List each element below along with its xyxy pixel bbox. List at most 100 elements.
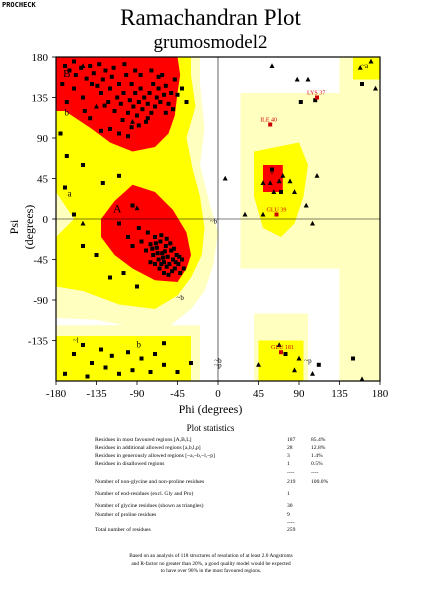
residue-point bbox=[64, 100, 69, 104]
glycine-point bbox=[134, 205, 140, 211]
residue-point bbox=[139, 239, 144, 244]
residue-point bbox=[162, 249, 167, 254]
residue-point bbox=[99, 347, 103, 352]
glycine-point bbox=[296, 355, 302, 361]
residue-point bbox=[109, 74, 114, 79]
region-additional bbox=[353, 57, 380, 80]
stats-percent: 0.5% bbox=[311, 461, 323, 467]
residue-point bbox=[147, 91, 152, 95]
chart-subtitle: grumosmodel2 bbox=[153, 32, 268, 53]
glycine-point bbox=[260, 180, 266, 185]
footnote-line: and R-factor no greater than 20%, a good… bbox=[131, 560, 291, 567]
stats-separator: ---- ---- bbox=[95, 470, 355, 478]
residue-point bbox=[168, 241, 173, 246]
residue-point bbox=[162, 92, 166, 97]
residue-point bbox=[63, 371, 67, 376]
glycine-point bbox=[222, 175, 228, 181]
x-tick-label: 135 bbox=[331, 388, 348, 400]
residue-point bbox=[72, 86, 76, 91]
stats-value: 187 bbox=[287, 437, 296, 443]
residue-point bbox=[72, 212, 76, 217]
residue-point bbox=[173, 260, 178, 265]
y-tick-label: 90 bbox=[37, 133, 49, 145]
stats-row: Residues in disallowed regions 1 0.5% bbox=[95, 461, 355, 469]
residue-point bbox=[360, 82, 364, 86]
axes-layer: -180 -135 -90 -45 0 45 90 135 180 180 135 90 45 0 -45 -… bbox=[28, 52, 389, 400]
residue-point bbox=[73, 73, 78, 77]
region-letter: l bbox=[271, 166, 274, 176]
glycine-point bbox=[94, 103, 99, 109]
residue-point bbox=[97, 62, 102, 67]
residue-point bbox=[138, 86, 143, 91]
stats-row: Residues in additional allowed regions [… bbox=[95, 445, 355, 453]
residue-point bbox=[156, 86, 161, 91]
residue-point bbox=[135, 284, 139, 289]
residue-point bbox=[133, 68, 138, 73]
footnote-line: to have over 90% in the most favoured re… bbox=[160, 568, 262, 575]
glycine-point bbox=[294, 76, 300, 82]
glycine-point bbox=[242, 211, 248, 217]
stats-separator-value: ---- bbox=[287, 470, 295, 476]
residue-point bbox=[144, 248, 148, 253]
stats-value: 30 bbox=[287, 503, 293, 509]
residue-point bbox=[135, 113, 139, 118]
residue-point bbox=[145, 101, 150, 106]
points-layer bbox=[58, 58, 378, 382]
residue-point bbox=[109, 353, 114, 358]
residue-point bbox=[120, 118, 125, 122]
residue-point bbox=[316, 362, 321, 367]
stats-row: Number of glycine residues (shown as tri… bbox=[95, 503, 355, 511]
x-tick-label: -180 bbox=[46, 388, 67, 400]
glycine-point bbox=[287, 178, 293, 184]
outlier-point bbox=[268, 122, 273, 127]
residue-point bbox=[126, 134, 130, 139]
residue-point bbox=[121, 91, 126, 95]
residue-point bbox=[63, 185, 67, 190]
residue-point bbox=[156, 257, 161, 262]
glycine-point bbox=[292, 189, 297, 194]
stats-label: Number of end-residues (excl. Gly and Pr… bbox=[95, 491, 194, 497]
residue-point bbox=[162, 260, 166, 265]
residue-point bbox=[153, 241, 158, 246]
residue-point bbox=[126, 110, 130, 115]
residue-point bbox=[164, 236, 169, 241]
residue-point bbox=[153, 352, 157, 356]
residue-point bbox=[102, 103, 107, 108]
stats-row: Number of proline residues 9 bbox=[95, 512, 355, 520]
residue-point bbox=[154, 245, 159, 250]
residue-point bbox=[117, 221, 121, 226]
residue-point bbox=[166, 272, 171, 277]
residue-point bbox=[100, 77, 105, 82]
residue-point bbox=[72, 352, 76, 356]
residue-point bbox=[176, 262, 181, 266]
stats-label: Number of non-glycine and non-proline re… bbox=[95, 479, 205, 485]
region-favoured bbox=[263, 165, 283, 192]
glycine-point bbox=[292, 367, 297, 373]
residue-point bbox=[103, 68, 108, 73]
residue-point bbox=[117, 131, 121, 136]
stats-label: Residues in generously allowed regions [… bbox=[95, 453, 215, 459]
residue-point bbox=[126, 350, 130, 355]
residue-point bbox=[112, 109, 117, 113]
residue-point bbox=[169, 91, 174, 95]
x-tick-label: -45 bbox=[170, 388, 185, 400]
residue-point bbox=[138, 73, 143, 77]
glycine-point bbox=[276, 178, 282, 184]
glycine-point bbox=[368, 58, 374, 64]
residue-point bbox=[153, 235, 157, 239]
residue-point bbox=[145, 116, 150, 121]
residue-point bbox=[151, 82, 156, 86]
glycine-point bbox=[310, 220, 315, 226]
residue-point bbox=[181, 266, 186, 271]
y-tick-label: 45 bbox=[37, 174, 49, 186]
outlier-label: GLU 39 bbox=[267, 208, 287, 214]
residue-point bbox=[313, 98, 318, 103]
residue-point bbox=[90, 361, 94, 365]
residue-point bbox=[124, 73, 129, 77]
glycine-point bbox=[271, 189, 277, 194]
residue-point bbox=[111, 65, 116, 70]
residue-point bbox=[130, 244, 135, 248]
region-letter: ~b bbox=[210, 218, 218, 226]
y-tick-label: -135 bbox=[28, 336, 49, 348]
residue-point bbox=[174, 253, 179, 257]
